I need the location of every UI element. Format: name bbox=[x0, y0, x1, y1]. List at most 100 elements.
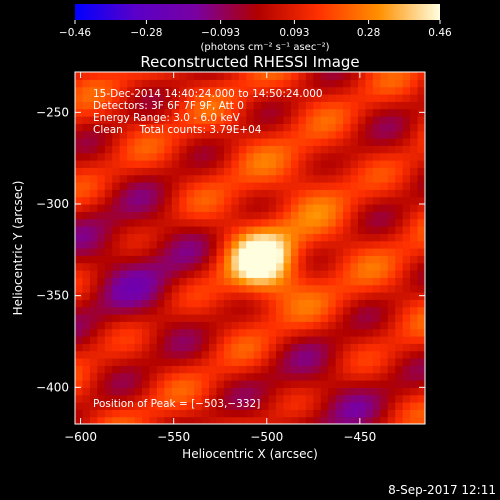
heatmap-cell bbox=[186, 108, 195, 117]
heatmap-cell bbox=[127, 402, 136, 410]
colorbar-tick-label: 0.46 bbox=[428, 27, 452, 39]
heatmap-cell bbox=[350, 292, 359, 300]
heatmap-cell bbox=[350, 358, 359, 366]
heatmap-cell bbox=[89, 394, 98, 403]
heatmap-cell bbox=[179, 116, 188, 124]
heatmap-cell bbox=[171, 372, 180, 381]
heatmap-cell bbox=[387, 108, 396, 117]
heatmap-cell bbox=[238, 284, 247, 293]
heatmap-cell bbox=[127, 321, 136, 330]
heatmap-cell bbox=[127, 416, 136, 424]
heatmap-cell bbox=[238, 416, 247, 424]
heatmap-cell bbox=[179, 160, 188, 168]
heatmap-cell bbox=[268, 101, 277, 110]
heatmap-cell bbox=[276, 262, 285, 271]
heatmap-cell bbox=[142, 314, 151, 322]
heatmap-cell bbox=[209, 226, 218, 234]
heatmap-cell bbox=[328, 233, 337, 242]
heatmap-cell bbox=[142, 372, 151, 381]
heatmap-cell bbox=[104, 350, 113, 359]
heatmap-cell bbox=[223, 138, 232, 146]
heatmap-cell bbox=[238, 233, 247, 242]
heatmap-cell bbox=[112, 196, 121, 205]
heatmap-cell bbox=[149, 277, 158, 286]
heatmap-cell bbox=[194, 262, 203, 271]
heatmap-cell bbox=[216, 204, 225, 212]
heatmap-cell bbox=[343, 372, 352, 381]
heatmap-cell bbox=[417, 336, 425, 344]
heatmap-cell bbox=[186, 233, 195, 242]
heatmap-cell bbox=[246, 138, 255, 146]
heatmap-cell bbox=[290, 226, 300, 234]
heatmap-cell bbox=[261, 416, 270, 424]
heatmap-cell bbox=[171, 138, 180, 146]
heatmap-cell bbox=[395, 270, 404, 278]
heatmap-cell bbox=[97, 94, 106, 102]
heatmap-cell bbox=[402, 218, 411, 227]
heatmap-cell bbox=[186, 284, 195, 293]
heatmap-cell bbox=[261, 174, 270, 183]
heatmap-cell bbox=[320, 152, 329, 161]
heatmap-cell bbox=[179, 328, 188, 337]
heatmap-cell bbox=[365, 218, 374, 227]
heatmap-cell bbox=[343, 86, 352, 95]
heatmap-cell bbox=[410, 79, 419, 88]
heatmap-cell bbox=[201, 72, 210, 80]
heatmap-cell bbox=[276, 284, 285, 293]
heatmap-cell bbox=[149, 248, 158, 256]
heatmap-cell bbox=[156, 277, 165, 286]
heatmap-cell bbox=[179, 145, 188, 154]
heatmap-cell bbox=[305, 123, 314, 132]
heatmap-cell bbox=[171, 123, 180, 132]
heatmap-cell bbox=[268, 306, 277, 315]
heatmap-cell bbox=[372, 350, 381, 359]
heatmap-cell bbox=[104, 306, 113, 315]
heatmap-cell bbox=[365, 358, 374, 366]
heatmap-cell bbox=[171, 248, 180, 256]
heatmap-cell bbox=[290, 328, 300, 337]
heatmap-cell bbox=[335, 409, 344, 418]
heatmap-cell bbox=[350, 182, 359, 190]
heatmap-cell bbox=[142, 402, 151, 410]
heatmap-cell bbox=[372, 226, 381, 234]
heatmap-cell bbox=[201, 365, 210, 374]
heatmap-cell bbox=[343, 255, 352, 264]
heatmap-cell bbox=[417, 270, 425, 278]
heatmap-cell bbox=[171, 94, 180, 102]
heatmap-cell bbox=[231, 86, 240, 95]
heatmap-cell bbox=[156, 160, 165, 168]
heatmap-cell bbox=[395, 358, 404, 366]
heatmap-cell bbox=[365, 284, 374, 293]
heatmap-cell bbox=[179, 123, 188, 132]
heatmap-cell bbox=[194, 255, 203, 264]
heatmap-cell bbox=[216, 255, 225, 264]
heatmap-cell bbox=[417, 72, 425, 80]
heatmap-cell bbox=[127, 152, 136, 161]
heatmap-cell bbox=[238, 167, 247, 176]
heatmap-cell bbox=[186, 380, 195, 388]
heatmap-cell bbox=[209, 284, 218, 293]
heatmap-cell bbox=[320, 108, 329, 117]
heatmap-cell bbox=[290, 380, 300, 388]
heatmap-cell bbox=[268, 277, 277, 286]
heatmap-cell bbox=[89, 306, 98, 315]
heatmap-cell bbox=[410, 152, 419, 161]
heatmap-cell bbox=[320, 343, 329, 352]
heatmap-cell bbox=[395, 226, 404, 234]
heatmap-cell bbox=[156, 365, 165, 374]
heatmap-cell bbox=[283, 101, 292, 110]
heatmap-cell bbox=[104, 380, 113, 388]
heatmap-cell bbox=[283, 196, 292, 205]
heatmap-cell bbox=[134, 365, 143, 374]
heatmap-cell bbox=[171, 299, 180, 308]
heatmap-cell bbox=[372, 145, 381, 154]
heatmap-cell bbox=[97, 350, 106, 359]
heatmap-cell bbox=[104, 343, 113, 352]
heatmap-cell bbox=[231, 262, 240, 271]
heatmap-cell bbox=[223, 270, 232, 278]
heatmap-cell bbox=[149, 174, 158, 183]
heatmap-cell bbox=[164, 123, 173, 132]
heatmap-cell bbox=[186, 145, 195, 154]
heatmap-cell bbox=[97, 328, 106, 337]
heatmap-cell bbox=[395, 328, 404, 337]
